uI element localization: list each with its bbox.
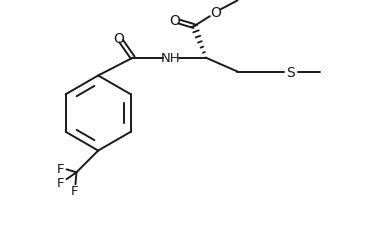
Text: NH: NH [160,52,180,65]
Text: O: O [169,14,180,28]
Text: O: O [211,6,221,20]
Text: S: S [287,65,295,79]
Text: F: F [57,162,64,175]
Text: F: F [71,184,78,197]
Text: O: O [114,32,124,46]
Text: F: F [57,176,64,189]
